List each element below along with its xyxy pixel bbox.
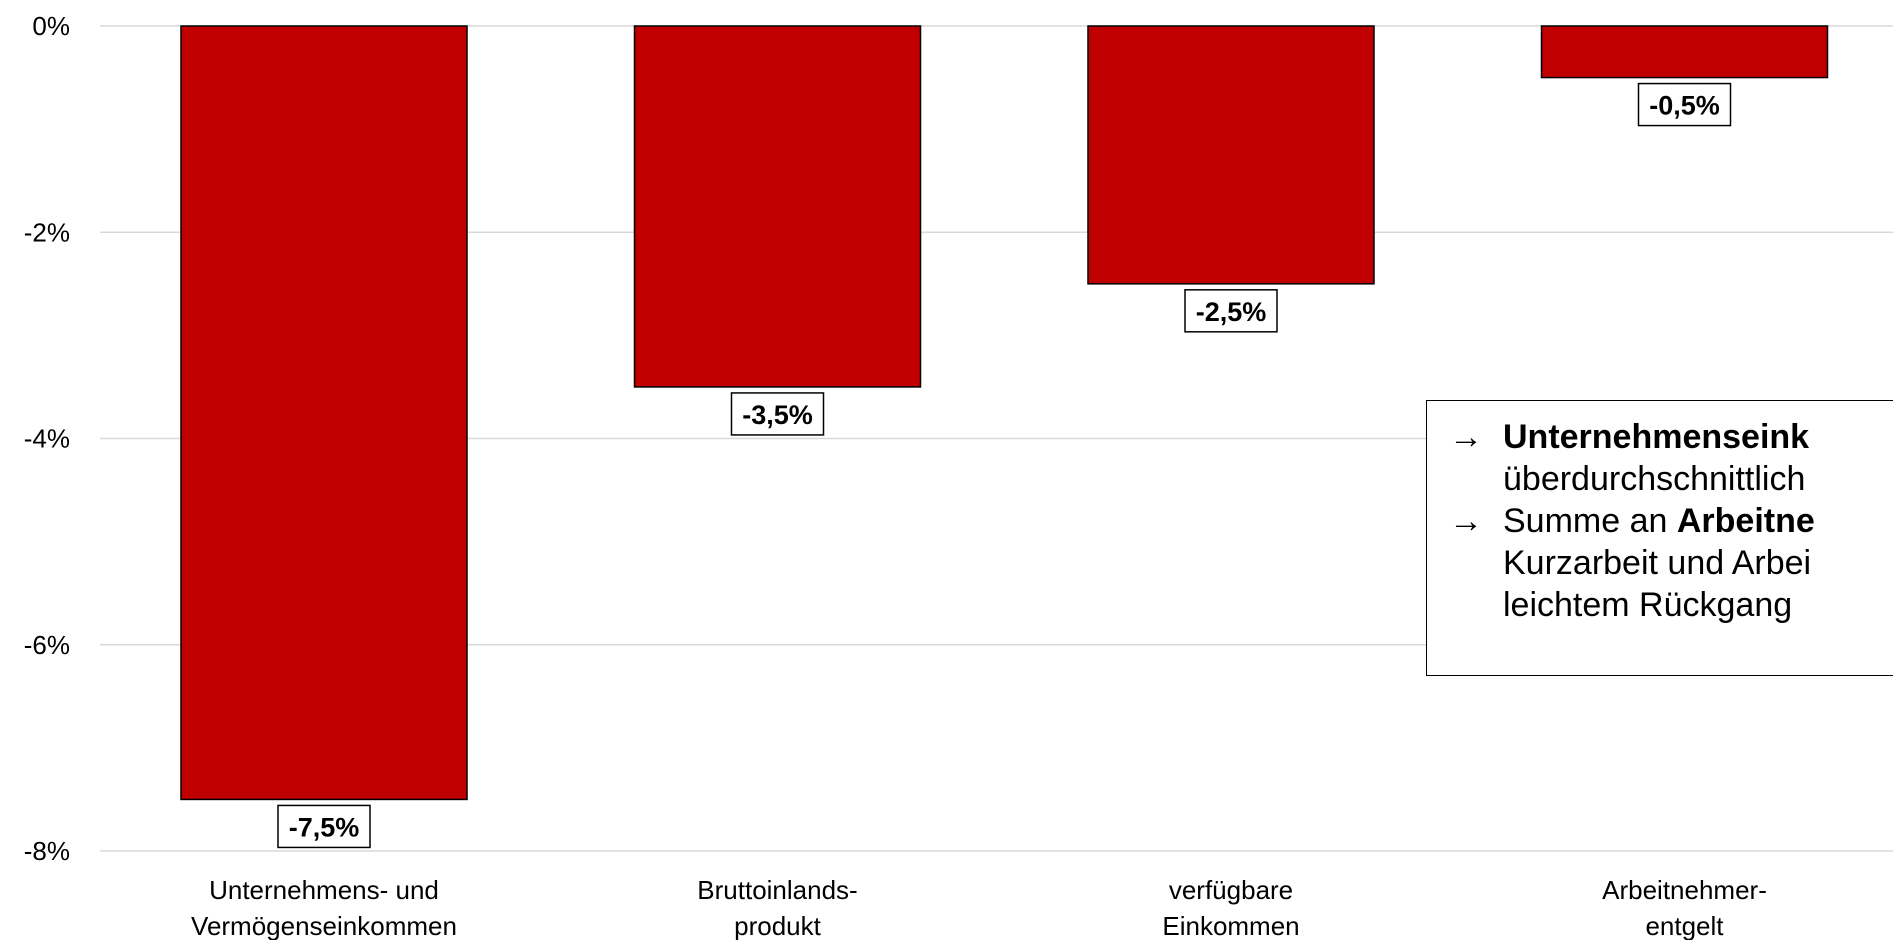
- note-line1-bold: Unternehmenseink: [1503, 418, 1810, 456]
- category-label: Einkommen: [1162, 911, 1299, 940]
- category-label: verfügbare: [1169, 875, 1293, 905]
- category-label: entgelt: [1645, 911, 1724, 940]
- data-label-box: [277, 804, 371, 849]
- category-labels: Unternehmens- und Vermögenseinkommen Brutt…: [191, 875, 1767, 940]
- data-label: -7,5%: [277, 804, 371, 849]
- data-label-text: -2,5%: [1196, 297, 1267, 327]
- y-tick-label: -6%: [24, 630, 70, 660]
- note-bullet-1: → Unternehmenseink: [1449, 416, 1893, 458]
- y-tick-label: -2%: [24, 217, 70, 247]
- bar: [633, 25, 922, 388]
- data-label-text: -0,5%: [1649, 91, 1720, 121]
- data-label: -0,5%: [1637, 82, 1732, 127]
- y-tick-label: 0%: [32, 11, 70, 41]
- note-bullet-2: → Summe an Arbeitne: [1449, 500, 1893, 542]
- y-axis-tick-labels: 0% -2% -4% -6% -8%: [24, 11, 70, 866]
- data-label: -2,5%: [1184, 289, 1278, 333]
- note-line4: Kurzarbeit und Arbei: [1503, 544, 1812, 582]
- category-label: Bruttoinlands-: [697, 875, 857, 905]
- bar: [1087, 25, 1375, 285]
- category-label: produkt: [734, 911, 821, 940]
- data-labels: -7,5% -3,5% -2,5% -0,5%: [277, 82, 1732, 849]
- note-line5: leichtem Rückgang: [1503, 586, 1793, 624]
- note-line2: überdurchschnittlich: [1503, 460, 1806, 498]
- arrow-right-icon: →: [1449, 418, 1483, 456]
- y-tick-label: -4%: [24, 424, 70, 454]
- arrow-right-icon: →: [1449, 502, 1483, 540]
- data-label-box: [730, 392, 825, 436]
- data-label: -3,5%: [730, 392, 825, 436]
- data-label-box: [1637, 82, 1732, 127]
- bar: [180, 25, 468, 801]
- category-label: Vermögenseinkommen: [191, 911, 457, 940]
- category-label: Unternehmens- und: [209, 875, 439, 905]
- bars: [180, 25, 1829, 801]
- y-tick-label: -8%: [24, 836, 70, 866]
- note-line3-prefix: Summe an: [1503, 502, 1677, 540]
- data-label-text: -3,5%: [742, 400, 813, 430]
- data-label-text: -7,5%: [289, 812, 360, 842]
- note-line3-bold: Arbeitne: [1676, 502, 1815, 540]
- bar: [1540, 25, 1829, 79]
- data-label-box: [1184, 289, 1278, 333]
- annotation-box: → Unternehmenseink überdurchschnittlich …: [1426, 400, 1893, 676]
- category-label: Arbeitnehmer-: [1602, 875, 1767, 905]
